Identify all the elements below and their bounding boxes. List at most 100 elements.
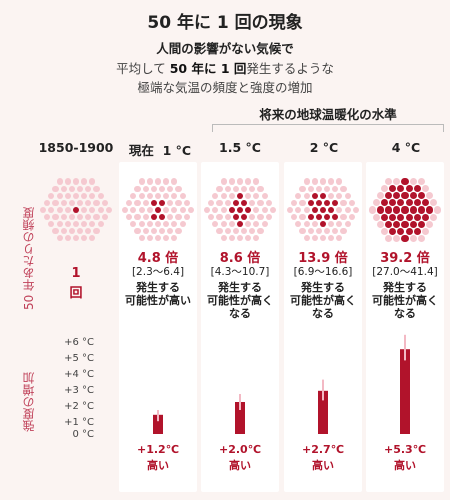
- event-dot: [401, 206, 409, 214]
- background-dot: [241, 185, 248, 192]
- background-dot: [44, 214, 51, 221]
- background-dot: [52, 199, 59, 206]
- background-dot: [224, 199, 231, 206]
- background-dot: [232, 228, 239, 235]
- future-warming-label: 将来の地球温暖化の水準: [259, 107, 397, 122]
- background-dot: [216, 214, 223, 221]
- background-dot: [368, 206, 376, 214]
- background-dot: [60, 214, 67, 221]
- background-dot: [40, 206, 47, 214]
- background-dot: [142, 199, 149, 206]
- col-head-2: 2 °C: [309, 140, 339, 155]
- background-dot: [150, 185, 157, 192]
- background-dot: [324, 228, 331, 235]
- background-dot: [52, 214, 59, 221]
- background-dot: [220, 192, 227, 199]
- background-dot: [146, 221, 153, 228]
- event-dot: [405, 185, 413, 193]
- background-dot: [228, 178, 235, 185]
- event-dot: [72, 206, 80, 214]
- freq-value-4: 39.2 倍: [380, 251, 430, 266]
- background-dot: [409, 177, 417, 186]
- background-dot: [179, 192, 186, 199]
- background-dot: [77, 228, 84, 235]
- background-dot: [154, 235, 162, 242]
- event-dot: [324, 214, 331, 221]
- background-dot: [77, 214, 84, 221]
- background-dot: [261, 206, 268, 214]
- intensity-value-2: +2.7℃: [301, 443, 345, 456]
- freq-value-1-5: 8.6 倍: [219, 251, 261, 266]
- background-dot: [159, 228, 166, 235]
- background-dot: [138, 235, 145, 242]
- background-dot: [101, 214, 108, 221]
- background-dot: [97, 221, 104, 228]
- background-dot: [311, 178, 318, 185]
- background-dot: [417, 177, 425, 186]
- intensity-suffix-1-5: 高い: [229, 459, 251, 472]
- background-dot: [212, 206, 219, 214]
- event-dot: [150, 214, 157, 221]
- background-dot: [85, 228, 92, 235]
- background-dot: [187, 206, 194, 214]
- freq-range-4: [27.0～41.4]: [372, 266, 438, 278]
- likelihood-4: 発生する 可能性が高く なる: [372, 281, 438, 320]
- background-dot: [52, 228, 59, 235]
- chart-title: 50 年に 1 回の現象: [147, 13, 303, 33]
- event-dot: [232, 214, 239, 221]
- background-dot: [183, 214, 190, 221]
- background-dot: [56, 192, 63, 199]
- background-dot: [154, 221, 162, 228]
- background-dot: [249, 199, 256, 206]
- background-dot: [236, 178, 244, 185]
- background-dot: [138, 221, 145, 228]
- background-dot: [295, 192, 302, 199]
- background-dot: [171, 178, 178, 185]
- background-dot: [134, 214, 141, 221]
- event-dot: [401, 220, 409, 228]
- background-dot: [204, 206, 211, 214]
- background-dot: [72, 235, 80, 242]
- background-dot: [93, 199, 100, 206]
- background-dot: [64, 221, 71, 228]
- background-dot: [228, 221, 235, 228]
- intensity-suffix-2: 高い: [312, 459, 334, 472]
- background-dot: [253, 221, 260, 228]
- background-dot: [163, 192, 170, 199]
- event-dot: [241, 214, 248, 221]
- event-dot: [401, 192, 409, 200]
- background-dot: [328, 235, 335, 242]
- event-dot: [324, 199, 331, 206]
- background-dot: [303, 221, 310, 228]
- background-dot: [249, 185, 256, 192]
- background-dot: [52, 185, 59, 192]
- background-dot: [299, 199, 306, 206]
- background-dot: [434, 206, 442, 214]
- background-dot: [56, 206, 63, 214]
- background-dot: [315, 185, 322, 192]
- tick-4: +4 °C: [64, 369, 94, 380]
- background-dot: [340, 185, 347, 192]
- event-dot: [380, 199, 389, 207]
- event-dot: [421, 199, 430, 207]
- background-dot: [72, 221, 80, 228]
- event-dot: [154, 206, 162, 214]
- background-dot: [380, 227, 389, 235]
- background-dot: [426, 220, 434, 228]
- event-dot: [401, 234, 409, 242]
- background-dot: [253, 178, 260, 185]
- background-dot: [68, 185, 75, 192]
- background-dot: [146, 235, 153, 242]
- background-dot: [142, 228, 149, 235]
- subtitle-line2: 平均して 50 年に 1 回発生するような: [116, 61, 334, 76]
- background-dot: [340, 199, 347, 206]
- background-dot: [85, 214, 92, 221]
- background-dot: [385, 234, 393, 242]
- background-dot: [167, 214, 174, 221]
- background-dot: [409, 234, 417, 242]
- background-dot: [72, 192, 80, 199]
- background-dot: [48, 206, 55, 214]
- background-dot: [179, 206, 186, 214]
- intensity-bar: [400, 349, 410, 434]
- background-dot: [130, 221, 137, 228]
